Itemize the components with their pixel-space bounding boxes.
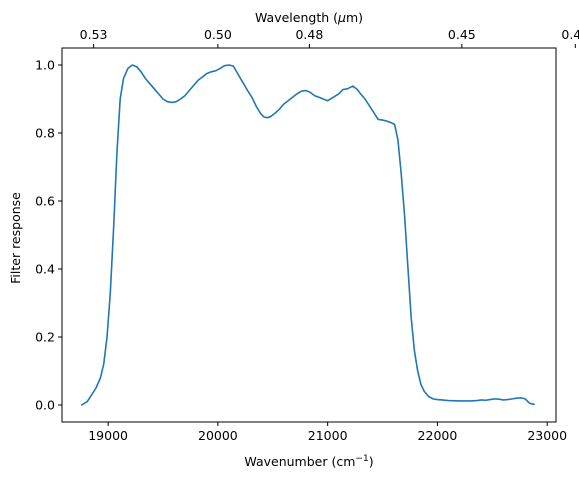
y-tick-label: 0.4 xyxy=(35,262,55,277)
x-tick-label: 23000 xyxy=(527,428,567,443)
x-tick-label: 20000 xyxy=(198,428,238,443)
x-axis-label: Wavenumber (cm−1) xyxy=(244,454,373,469)
y-tick-label: 0.6 xyxy=(35,194,55,209)
y-axis-label: Filter response xyxy=(8,192,23,284)
top-tick-label: 0.50 xyxy=(204,27,232,42)
y-tick-label: 0.8 xyxy=(35,126,55,141)
top-tick-label: 0.45 xyxy=(448,27,476,42)
top-tick-label: 0.43 xyxy=(561,27,579,42)
y-tick-label: 1.0 xyxy=(35,58,55,73)
y-tick-label: 0.2 xyxy=(35,330,55,345)
y-tick-label: 0.0 xyxy=(35,398,55,413)
plot-frame xyxy=(61,47,557,423)
x-tick-label: 19000 xyxy=(88,428,128,443)
series-line-0 xyxy=(80,64,535,406)
plot-area xyxy=(80,64,535,406)
top-tick-label: 0.53 xyxy=(80,27,108,42)
top-x-axis-label: Wavelength (μm) xyxy=(255,10,363,25)
x-tick-label: 21000 xyxy=(308,428,348,443)
x-tick-label: 22000 xyxy=(418,428,458,443)
top-tick-label: 0.48 xyxy=(295,27,323,42)
axis-ticks: 19000 20000 21000 22000 23000 0.0 0.2 0.4 0.6 0.8… xyxy=(35,27,579,443)
